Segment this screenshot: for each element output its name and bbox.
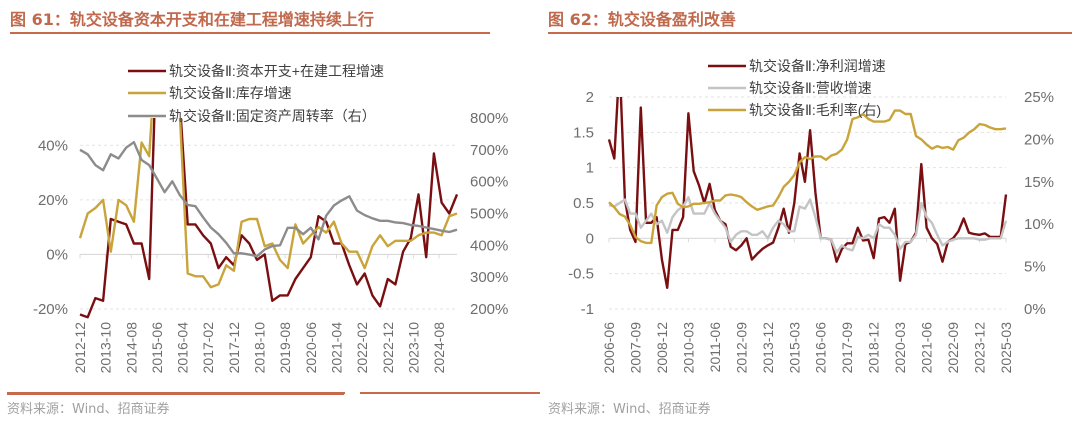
series-line-2 bbox=[78, 118, 458, 289]
x-tick-label: 2022-09 bbox=[945, 322, 961, 374]
x-tick-label: 2007-09 bbox=[627, 322, 643, 374]
y-right-tick-label: 200% bbox=[470, 301, 508, 318]
x-tick-label: 2021-04 bbox=[328, 322, 344, 374]
y-left-tick-label: -20% bbox=[33, 301, 68, 318]
x-tick-label: 2006-06 bbox=[601, 322, 617, 374]
y-right-tick-label: 500% bbox=[470, 206, 508, 223]
y-right-tick-label: 25% bbox=[1024, 89, 1054, 106]
y-left-tick-label: 40% bbox=[38, 137, 68, 154]
bottom-rule bbox=[7, 392, 345, 394]
y-left-tick-label: 0.5 bbox=[573, 195, 594, 212]
x-tick-label: 2014-08 bbox=[123, 322, 139, 374]
y-right-tick-label: 5% bbox=[1024, 259, 1046, 276]
x-tick-label: 2019-08 bbox=[277, 322, 293, 374]
x-tick-label: 2012-09 bbox=[733, 322, 749, 374]
x-tick-label: 2015-03 bbox=[786, 322, 802, 374]
legend-label: 轨交设备Ⅱ:资本开支+在建工程增速 bbox=[169, 63, 384, 79]
x-tick-label: 2025-03 bbox=[998, 322, 1014, 374]
x-tick-label: 2022-02 bbox=[354, 322, 370, 374]
x-tick-label: 2023-12 bbox=[972, 322, 988, 374]
figure-61-title: 图 61：轨交设备资本开支和在建工程增速持续上行 bbox=[10, 10, 374, 29]
legend-label: 轨交设备Ⅱ:毛利率(右) bbox=[749, 102, 881, 118]
source-note-left: 资料来源：Wind、招商证券 bbox=[7, 402, 170, 417]
chart-1: 40% 20% 0% -20% 800% 700% 600% 500% 400% 300% 200%… bbox=[33, 63, 508, 374]
y-left-tick-label: -1 bbox=[581, 301, 594, 318]
x-tick-label: 2011-06 bbox=[707, 322, 723, 373]
series-line-1 bbox=[607, 97, 1008, 289]
legend-label: 轨交设备Ⅱ:营收增速 bbox=[749, 80, 872, 96]
series-line-3 bbox=[608, 109, 1007, 245]
x-tick-label: 2023-10 bbox=[405, 322, 421, 374]
chart-2: 2 1.5 1 0.5 0 -0.5 -1 25% 20% 15% 10% 5% 0% 2006-06 20… bbox=[568, 58, 1054, 373]
y-left-tick-label: 1 bbox=[586, 160, 594, 177]
x-tick-label: 2017-02 bbox=[200, 322, 216, 374]
x-tick-label: 2018-10 bbox=[252, 322, 268, 374]
legend-label: 轨交设备Ⅱ:库存增速 bbox=[169, 85, 292, 101]
x-tick-label: 2013-10 bbox=[98, 322, 114, 374]
series-line-1 bbox=[79, 118, 459, 319]
x-tick-label: 2020-03 bbox=[892, 322, 908, 374]
y-right-tick-label: 15% bbox=[1024, 174, 1054, 191]
title-rule-left bbox=[10, 32, 490, 34]
y-left-tick-label: 0 bbox=[586, 230, 594, 247]
y-left-tick-label: 20% bbox=[38, 192, 68, 209]
x-tick-label: 2013-12 bbox=[760, 322, 776, 374]
series-line-2 bbox=[608, 196, 1008, 254]
legend-label: 轨交设备Ⅱ:固定资产周转率（右） bbox=[169, 108, 376, 124]
y-left-tick-label: 0% bbox=[46, 246, 68, 263]
x-tick-label: 2020-06 bbox=[303, 322, 319, 374]
y-right-tick-label: 400% bbox=[470, 237, 508, 254]
x-tick-label: 2024-08 bbox=[431, 322, 447, 374]
x-tick-label: 2012-12 bbox=[72, 322, 88, 374]
y-right-tick-label: 300% bbox=[470, 269, 508, 286]
x-tick-label: 2015-06 bbox=[149, 322, 165, 374]
x-tick-label: 2016-06 bbox=[813, 322, 829, 374]
x-tick-label: 2010-03 bbox=[680, 322, 696, 374]
y-right-tick-label: 20% bbox=[1024, 131, 1054, 148]
y-right-tick-label: 800% bbox=[470, 110, 508, 127]
x-tick-label: 2021-06 bbox=[919, 322, 935, 374]
x-tick-label: 2008-12 bbox=[654, 322, 670, 374]
y-left-tick-label: 2 bbox=[586, 89, 594, 106]
x-tick-label: 2016-04 bbox=[175, 322, 191, 374]
y-right-tick-label: 700% bbox=[470, 142, 508, 159]
y-left-tick-label: -0.5 bbox=[568, 266, 594, 283]
x-tick-label: 2017-12 bbox=[226, 322, 242, 374]
legend-label: 轨交设备Ⅱ:净利润增速 bbox=[749, 58, 886, 74]
y-right-tick-label: 600% bbox=[470, 174, 508, 191]
x-tick-label: 2018-12 bbox=[866, 322, 882, 374]
y-right-tick-label: 0% bbox=[1024, 301, 1046, 318]
x-tick-label: 2022-12 bbox=[380, 322, 396, 374]
y-left-tick-label: 1.5 bbox=[573, 124, 594, 141]
y-right-tick-label: 10% bbox=[1024, 216, 1054, 233]
bottom-rule-left2 bbox=[7, 393, 344, 395]
bottom-rule-mid bbox=[360, 392, 540, 394]
title-rule-right bbox=[548, 32, 1072, 34]
figure-62-title: 图 62：轨交设备盈利改善 bbox=[548, 10, 736, 29]
source-note-right: 资料来源：Wind、招商证券 bbox=[548, 402, 711, 417]
x-tick-label: 2017-09 bbox=[839, 322, 855, 374]
series-line-3 bbox=[79, 140, 458, 258]
